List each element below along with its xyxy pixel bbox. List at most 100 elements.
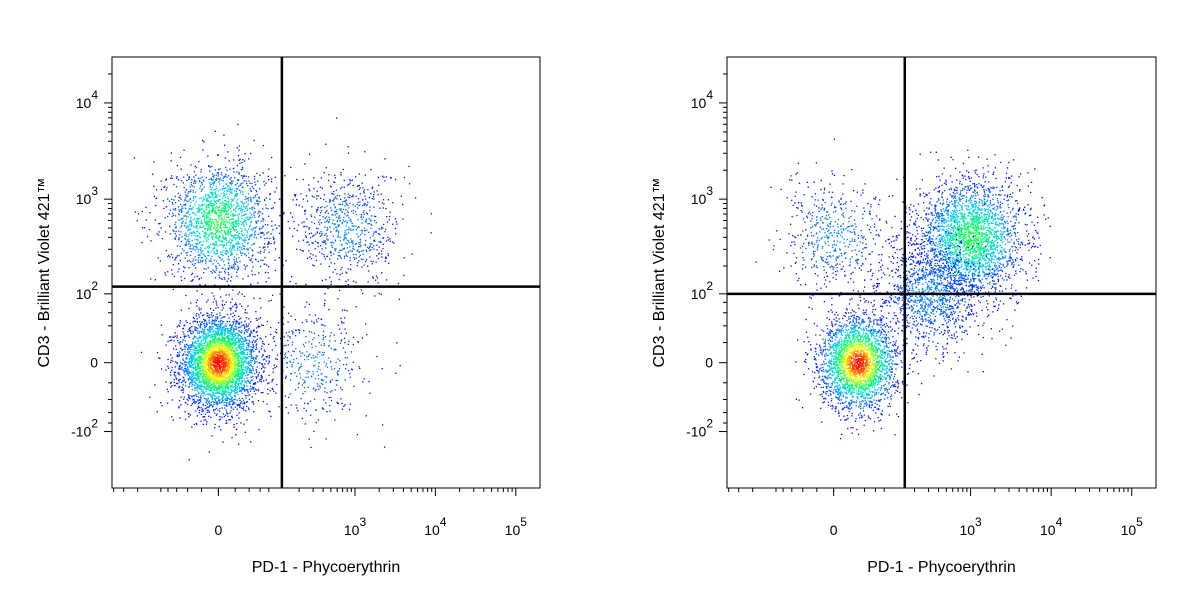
event-dot <box>190 354 192 356</box>
event-dot <box>203 374 206 376</box>
event-dot <box>237 369 239 371</box>
event-dot <box>189 371 191 373</box>
event-dot <box>178 200 180 202</box>
event-dot <box>252 401 254 403</box>
event-dot <box>246 377 248 379</box>
event-dot <box>189 214 191 216</box>
event-dot <box>249 356 251 358</box>
event-dot <box>264 358 266 360</box>
event-dot <box>235 329 237 331</box>
event-dot <box>231 217 233 220</box>
event-dot <box>228 348 230 350</box>
event-dot <box>215 302 218 304</box>
event-dot <box>247 348 249 351</box>
event-dot <box>261 356 263 358</box>
event-dot <box>221 355 224 357</box>
event-dot <box>171 399 173 401</box>
event-dot <box>222 351 224 353</box>
event-dot <box>250 350 252 352</box>
event-dot <box>245 375 247 377</box>
event-dot <box>209 326 211 329</box>
event-dot <box>188 346 190 348</box>
event-dot <box>218 383 220 385</box>
event-dot <box>189 232 191 234</box>
event-dot <box>198 406 200 409</box>
event-dot <box>196 380 198 382</box>
event-dot <box>202 369 204 371</box>
event-dot <box>248 365 251 367</box>
event-dot <box>242 355 244 357</box>
event-dot <box>199 362 201 364</box>
event-dot <box>205 194 207 196</box>
event-dot <box>157 257 159 259</box>
event-dot <box>205 423 208 425</box>
event-dot <box>171 198 173 200</box>
event-dot <box>228 354 230 356</box>
event-dot <box>222 399 224 401</box>
event-dot <box>238 359 241 361</box>
event-dot <box>189 365 191 367</box>
event-dot <box>236 253 238 256</box>
event-dot <box>206 369 208 371</box>
event-dot <box>253 330 255 332</box>
event-dot <box>206 343 208 345</box>
event-dot <box>237 339 240 341</box>
event-dot <box>180 279 183 281</box>
event-dot <box>256 199 258 202</box>
event-dot <box>228 241 230 243</box>
event-dot <box>156 411 158 413</box>
event-dot <box>221 309 223 311</box>
event-dot <box>235 219 237 222</box>
event-dot <box>226 362 228 364</box>
event-dot <box>194 374 196 377</box>
event-dot <box>232 316 234 318</box>
event-dot <box>192 321 194 323</box>
event-dot <box>231 385 233 387</box>
event-dot <box>176 362 178 364</box>
event-dot <box>230 228 232 230</box>
event-dot <box>198 372 200 374</box>
event-dot <box>208 235 210 237</box>
event-dot <box>238 223 240 225</box>
event-dot <box>187 355 189 357</box>
event-dot <box>194 387 196 389</box>
event-dot <box>178 324 180 326</box>
event-dot <box>182 359 185 361</box>
event-dot <box>244 340 247 342</box>
event-dot <box>237 358 239 360</box>
event-dot <box>213 335 215 337</box>
event-dot <box>214 188 217 190</box>
event-dot <box>240 377 242 379</box>
event-dot <box>249 368 251 371</box>
event-dot <box>186 225 188 227</box>
event-dot <box>247 218 249 221</box>
event-dot <box>202 392 204 394</box>
event-dot <box>204 369 207 372</box>
event-dot <box>217 368 219 370</box>
event-dot <box>229 193 231 195</box>
event-dot <box>202 350 204 352</box>
event-dot <box>213 384 215 387</box>
event-dot <box>205 347 207 349</box>
event-dot <box>200 171 202 173</box>
event-dot <box>186 239 188 241</box>
event-dot <box>193 394 195 397</box>
event-dot <box>226 385 228 387</box>
event-dot <box>224 382 226 384</box>
event-dot <box>237 293 239 295</box>
event-dot <box>251 274 254 276</box>
event-dot <box>225 397 228 399</box>
event-dot <box>243 349 245 352</box>
event-dot <box>177 271 179 273</box>
event-dot <box>184 361 187 363</box>
event-dot <box>216 378 218 380</box>
event-dot <box>169 256 171 258</box>
event-dot <box>158 234 160 236</box>
event-dot <box>217 347 219 349</box>
event-dot <box>203 351 205 353</box>
event-dot <box>236 341 238 343</box>
event-dot <box>220 379 222 381</box>
event-dot <box>215 327 217 330</box>
event-dot <box>211 255 213 258</box>
event-dot <box>225 370 227 372</box>
